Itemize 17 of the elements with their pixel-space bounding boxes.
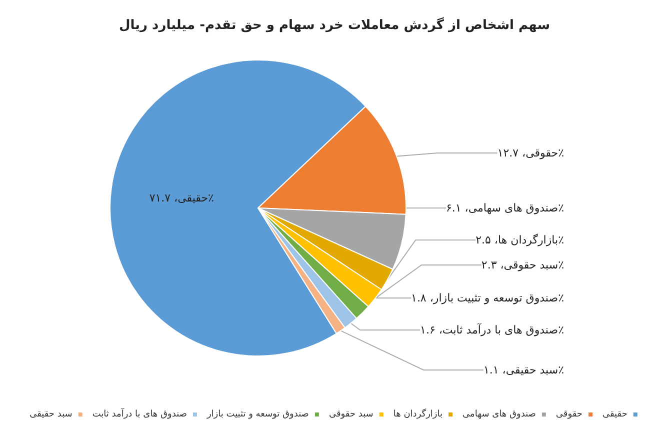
chart-title: سهم اشخاص از گردش معاملات خرد سهام و حق تقدم- میلیارد ریال (118, 17, 550, 33)
data-label: صندوق های سهامی، ۶.۱٪ (446, 202, 564, 214)
legend-label: حقیقی (602, 410, 628, 420)
legend-label: صندوق های سهامی (462, 410, 536, 420)
data-label: صندوق توسعه و تثبیت بازار، ۱.۸٪ (411, 292, 564, 304)
data-label: سبد حقیقی، ۱.۱٪ (483, 364, 564, 376)
legend-label: بازارگردان ها (393, 408, 443, 420)
data-label: صندوق های با درآمد ثابت، ۱.۶٪ (420, 322, 564, 336)
legend-label: سبد حقوقی (328, 410, 374, 420)
data-label: سبد حقوقی، ۲.۳٪ (481, 258, 564, 272)
data-label: حقیقی، ۷۱.۷٪ (149, 192, 214, 205)
legend-label: صندوق توسعه و تثبیت بازار (206, 410, 309, 420)
legend-label: حقوقی (556, 410, 583, 420)
data-label: بازارگردان ها، ۲.۵٪ (476, 234, 564, 246)
legend-label: سبد حقیقی (30, 410, 72, 420)
legend-label: صندوق های با درآمد ثابت (92, 408, 187, 420)
data-label: حقوقی، ۱۲.۷٪ (497, 146, 564, 160)
